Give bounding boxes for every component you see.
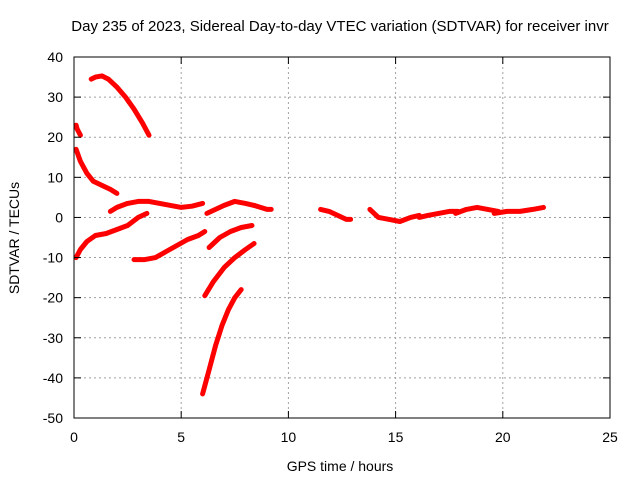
x-tick-label: 15 — [388, 429, 404, 445]
x-axis-title: GPS time / hours — [287, 458, 394, 474]
data-series — [73, 73, 546, 397]
series-arc-9 — [206, 223, 255, 250]
series-arc-12 — [318, 206, 354, 222]
series-arc-1 — [73, 122, 83, 138]
series-arc-3 — [73, 146, 120, 196]
y-tick-label: -10 — [43, 250, 63, 266]
x-tick-label: 5 — [177, 429, 185, 445]
series-arc-7 — [204, 198, 257, 216]
series-arc-15 — [453, 204, 501, 216]
y-tick-label: 40 — [47, 49, 63, 65]
y-tick-label: -30 — [43, 330, 63, 346]
series-arc-13 — [367, 206, 422, 224]
axis-ticks — [73, 56, 611, 419]
x-tick-label: 25 — [602, 429, 618, 445]
series-arc-11 — [200, 287, 244, 397]
x-tick-label: 20 — [495, 429, 511, 445]
series-arc-8 — [251, 202, 274, 212]
y-tick-label: -40 — [43, 370, 63, 386]
x-tick-label: 10 — [281, 429, 297, 445]
series-arc-6 — [131, 229, 208, 263]
x-tick-label: 0 — [70, 429, 78, 445]
series-arc-14 — [416, 208, 461, 220]
y-tick-label: 0 — [55, 209, 63, 225]
plot-frame — [73, 56, 611, 419]
grid-lines — [74, 57, 610, 418]
series-arc-5 — [107, 198, 206, 214]
series-arc-10 — [202, 241, 257, 299]
series-arc-2 — [88, 73, 152, 138]
y-tick-label: -20 — [43, 290, 63, 306]
x-tick-labels: 0 5 10 15 20 25 — [70, 429, 618, 445]
y-axis-title: SDTVAR / TECUs — [6, 182, 22, 294]
y-tick-label: -50 — [43, 410, 63, 426]
y-tick-labels: -50 -40 -30 -20 -10 0 10 20 30 40 — [43, 49, 63, 426]
y-tick-label: 10 — [47, 169, 63, 185]
y-tick-label: 30 — [47, 89, 63, 105]
y-tick-label: 20 — [47, 129, 63, 145]
series-arc-16 — [491, 204, 546, 216]
series-arc-4 — [73, 210, 150, 261]
chart-title: Day 235 of 2023, Sidereal Day-to-day VTE… — [71, 18, 608, 35]
